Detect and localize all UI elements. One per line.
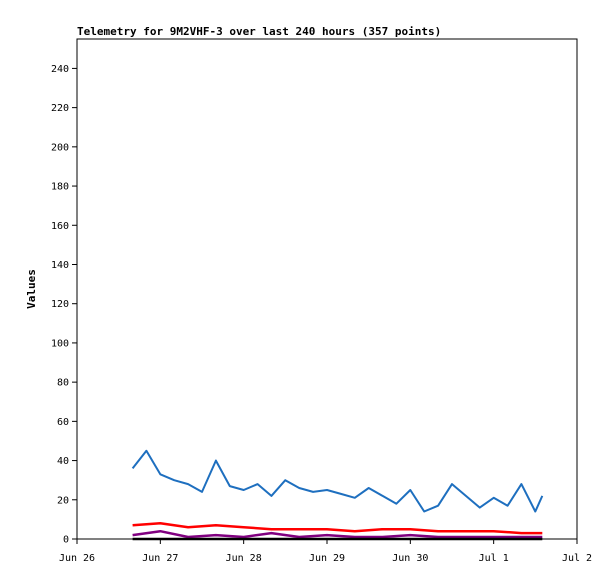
y-tick-label: 100	[51, 338, 69, 349]
y-tick-label: 120	[51, 299, 69, 310]
x-tick-label: Jun 27	[142, 553, 178, 564]
y-tick-label: 180	[51, 182, 69, 193]
series-layer	[131, 449, 544, 541]
y-tick-label: 80	[57, 378, 69, 389]
series-2-line	[132, 522, 543, 535]
series-3-line	[132, 529, 543, 539]
x-axis: Jun 26 Jun 27 Jun 28 Jun 29 Jun 30 Jul 1 Jul 2	[59, 539, 592, 564]
y-tick-label: 40	[57, 456, 69, 467]
x-tick-label: Jun 30	[392, 553, 428, 564]
x-tick-label: Jun 29	[309, 553, 345, 564]
chart-title: Telemetry for 9M2VHF-3 over last 240 hou…	[77, 25, 441, 38]
y-tick-label: 240	[51, 64, 69, 75]
y-tick-label: 220	[51, 103, 69, 114]
y-tick-label: 140	[51, 260, 69, 271]
plot-frame	[76, 38, 578, 540]
x-tick-label: Jul 2	[562, 553, 592, 564]
y-tick-label: 0	[63, 535, 69, 546]
x-tick-label: Jun 26	[59, 553, 95, 564]
x-tick-label: Jul 1	[479, 553, 509, 564]
y-axis-label: Values	[25, 269, 38, 309]
series-1-line	[131, 449, 544, 513]
y-tick-label: 60	[57, 417, 69, 428]
y-axis: 0 20 40 60 80 100 120 140 160 180 200 220 240	[51, 64, 77, 546]
y-tick-label: 160	[51, 221, 69, 232]
y-tick-label: 200	[51, 142, 69, 153]
x-tick-label: Jun 28	[226, 553, 262, 564]
y-tick-label: 20	[57, 495, 69, 506]
